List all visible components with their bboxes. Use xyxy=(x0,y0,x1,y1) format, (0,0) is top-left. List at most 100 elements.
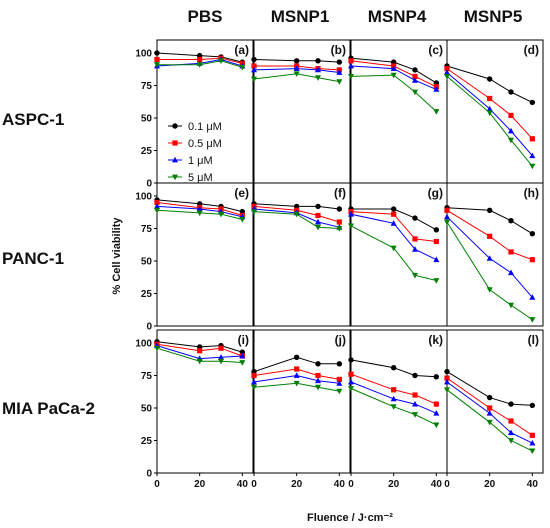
data-point xyxy=(293,58,300,64)
y-tick-label: 0 xyxy=(146,179,152,190)
data-point xyxy=(315,377,321,384)
panel-frame xyxy=(350,329,448,474)
data-point xyxy=(336,380,343,386)
y-tick-label: 25 xyxy=(141,146,153,157)
data-point xyxy=(433,86,440,92)
series-line xyxy=(253,382,340,392)
x-tick-label: 40 xyxy=(527,479,539,490)
data-point xyxy=(251,209,257,215)
data-point xyxy=(239,217,246,223)
series-line xyxy=(446,72,533,157)
data-point xyxy=(239,360,246,366)
data-point xyxy=(218,354,224,360)
data-point xyxy=(315,372,321,379)
data-point xyxy=(315,361,321,367)
panel-letter: (e) xyxy=(234,186,249,200)
data-point xyxy=(412,73,418,79)
panel-c: (c) xyxy=(348,39,448,184)
data-point xyxy=(412,77,418,83)
data-point xyxy=(293,65,300,71)
panel-h: (h) xyxy=(444,182,544,327)
panel-letter: (f) xyxy=(334,186,346,200)
data-point xyxy=(251,378,257,385)
panel-frame xyxy=(253,329,351,474)
data-point xyxy=(197,56,203,63)
data-point xyxy=(529,432,535,438)
panel-frame xyxy=(253,182,351,327)
data-point xyxy=(336,69,343,75)
data-point xyxy=(390,395,397,402)
panel-letter: (d) xyxy=(524,43,539,57)
data-point xyxy=(336,219,342,225)
series-line xyxy=(156,199,243,213)
data-point xyxy=(508,249,514,255)
data-point xyxy=(486,410,493,416)
series-line xyxy=(350,211,437,242)
panel-frame xyxy=(156,329,254,474)
x-tick-label: 0 xyxy=(251,479,257,490)
x-tick-label: 20 xyxy=(388,479,400,490)
data-point xyxy=(412,392,418,398)
column-title-msnp4: MSNP4 xyxy=(368,7,427,26)
series-0-5-m xyxy=(444,66,535,142)
data-point xyxy=(293,380,300,387)
series-1-m xyxy=(251,65,343,75)
data-point xyxy=(412,89,418,96)
data-point xyxy=(412,236,418,242)
series-1-m xyxy=(348,211,440,263)
x-tick-label: 40 xyxy=(431,479,443,490)
data-point xyxy=(218,345,224,351)
legend-entry-0-1-m: 0.1 μM xyxy=(168,121,222,133)
series-5-m xyxy=(348,386,440,429)
data-point xyxy=(486,110,493,116)
panel-b: (b) xyxy=(251,39,351,184)
series-1-m xyxy=(444,69,536,159)
data-point xyxy=(529,152,536,159)
data-point xyxy=(444,213,450,220)
series-5-m xyxy=(154,58,246,71)
data-point xyxy=(154,62,160,68)
series-line xyxy=(157,57,243,64)
row-titles: ASPC-1 PANC-1 MIA PaCa-2 xyxy=(2,110,95,418)
y-tick-label: 50 xyxy=(141,257,153,268)
data-point xyxy=(315,203,321,210)
panel-frame xyxy=(446,329,544,474)
x-tick-label: 0 xyxy=(348,479,354,490)
data-point xyxy=(486,207,493,213)
data-point xyxy=(390,365,397,371)
legend-entry-0-5-m: 0.5 μM xyxy=(168,138,222,150)
data-point xyxy=(154,56,160,63)
series-line xyxy=(156,202,243,216)
data-point xyxy=(390,404,397,410)
series-0-1-m xyxy=(444,205,536,237)
data-point xyxy=(486,76,493,82)
data-point xyxy=(508,112,514,118)
panel-letter: (i) xyxy=(238,333,249,347)
panel-letter: (c) xyxy=(428,43,443,57)
data-point xyxy=(336,59,343,65)
legend-label: 0.1 μM xyxy=(188,121,222,133)
y-tick-label: 0 xyxy=(146,322,152,333)
data-point xyxy=(433,374,440,380)
series-5-m xyxy=(154,207,246,223)
series-line xyxy=(156,347,243,363)
data-point xyxy=(444,207,450,213)
panel-i: 0 25 50 75 100 0 20 40 (i) xyxy=(135,329,254,490)
y-tick-label: 75 xyxy=(141,81,153,92)
data-point xyxy=(196,205,203,212)
panel-frame xyxy=(156,182,254,327)
series-line xyxy=(350,225,437,281)
series-5-m xyxy=(348,72,440,115)
series-line xyxy=(157,60,243,68)
series-line xyxy=(253,203,340,210)
series-line xyxy=(446,377,533,436)
data-point xyxy=(154,345,160,352)
series-line xyxy=(253,211,340,229)
data-point xyxy=(336,206,343,212)
y-tick-label: 25 xyxy=(141,436,153,447)
data-point xyxy=(529,402,536,409)
data-point xyxy=(196,358,203,365)
series-line xyxy=(156,345,243,360)
legend-label: 0.5 μM xyxy=(188,138,222,150)
panel-frame xyxy=(350,39,448,184)
